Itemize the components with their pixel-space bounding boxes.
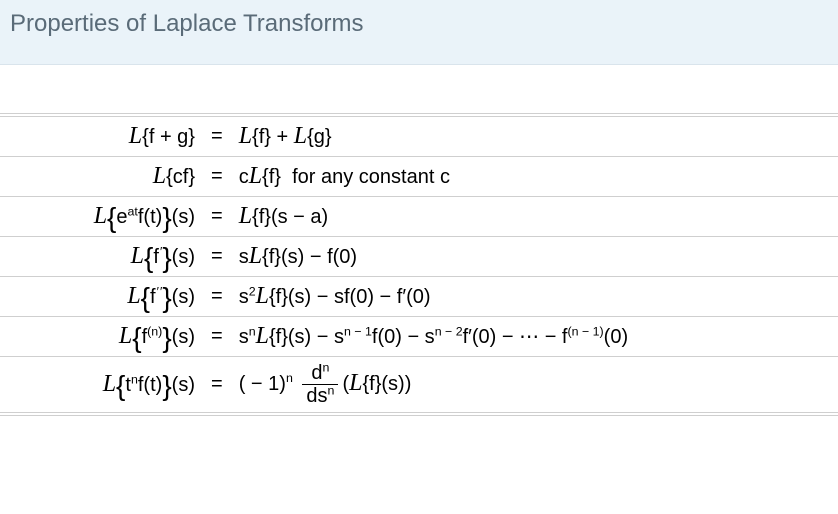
equals-sign: = [203, 357, 231, 413]
equation-lhs: L{f + g} [0, 117, 203, 157]
equals-sign: = [203, 277, 231, 317]
equals-sign: = [203, 157, 231, 197]
equals-sign: = [203, 197, 231, 237]
equation-rhs: cL{f} for any constant c [231, 157, 838, 197]
equation-lhs: L{eatf(t)}(s) [0, 197, 203, 237]
equation-rhs: ( − 1)n dndsn(L{f}(s)) [231, 357, 838, 413]
equation-row-first-derivative: L{f ′}(s)=sL{f}(s) − f(0) [0, 237, 838, 277]
equation-row-linearity-scalar: L{cf}=cL{f} for any constant c [0, 157, 838, 197]
laplace-properties-table: L{f + g}=L{f} + L{g}L{cf}=cL{f} for any … [0, 117, 838, 413]
equation-lhs: L{f ′ ′}(s) [0, 277, 203, 317]
equation-rhs: s2L{f}(s) − sf(0) − f′(0) [231, 277, 838, 317]
equation-row-second-derivative: L{f ′ ′}(s)=s2L{f}(s) − sf(0) − f′(0) [0, 277, 838, 317]
equation-row-linearity-sum: L{f + g}=L{f} + L{g} [0, 117, 838, 157]
table-bottom-double-rule [0, 412, 838, 416]
equation-lhs: L{f(n)}(s) [0, 317, 203, 357]
equals-sign: = [203, 317, 231, 357]
equation-row-t-power-multiply: L{tnf(t)}(s)=( − 1)n dndsn(L{f}(s)) [0, 357, 838, 413]
page-header: Properties of Laplace Transforms [0, 0, 838, 65]
equation-row-shift: L{eatf(t)}(s)=L{f}(s − a) [0, 197, 838, 237]
page-title: Properties of Laplace Transforms [10, 10, 828, 38]
laplace-properties-tbody: L{f + g}=L{f} + L{g}L{cf}=cL{f} for any … [0, 117, 838, 413]
equation-rhs: L{f} + L{g} [231, 117, 838, 157]
equation-lhs: L{tnf(t)}(s) [0, 357, 203, 413]
header-gap [0, 65, 838, 113]
equation-rhs: snL{f}(s) − sn − 1f(0) − sn − 2f′(0) − ⋯… [231, 317, 838, 357]
equals-sign: = [203, 237, 231, 277]
equation-row-nth-derivative: L{f(n)}(s)=snL{f}(s) − sn − 1f(0) − sn −… [0, 317, 838, 357]
equation-lhs: L{f ′}(s) [0, 237, 203, 277]
equation-lhs: L{cf} [0, 157, 203, 197]
equals-sign: = [203, 117, 231, 157]
equation-rhs: sL{f}(s) − f(0) [231, 237, 838, 277]
equation-rhs: L{f}(s − a) [231, 197, 838, 237]
